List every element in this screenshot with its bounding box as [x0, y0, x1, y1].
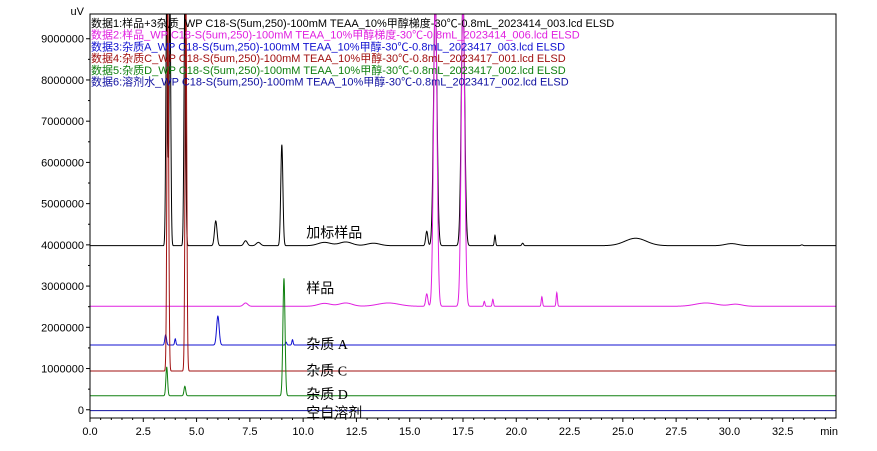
y-tick-label: 7000000: [41, 116, 84, 128]
legend-entry-4: 数据4:杂质C_WP C18-S(5um,250)-100mM TEAA_10%…: [91, 51, 566, 65]
series-line-5: [90, 278, 836, 397]
y-tick-label: 0: [78, 405, 84, 417]
y-tick-label: 3000000: [41, 281, 84, 293]
x-tick-label: 30.0: [719, 426, 740, 438]
y-tick-label: 4000000: [41, 240, 84, 252]
y-tick-label: 6000000: [41, 157, 84, 169]
x-tick-label: 0.0: [82, 426, 97, 438]
x-tick-label: 10.0: [292, 426, 313, 438]
x-tick-label: 20.0: [506, 426, 527, 438]
y-tick-label: 9000000: [41, 34, 84, 46]
legend-entry-5: 数据5:杂质D_WP C18-S(5um,250)-100mM TEAA_10%…: [91, 63, 566, 77]
x-tick-label: 12.5: [346, 426, 367, 438]
trace-label-3: 杂质 A: [306, 337, 348, 353]
x-tick-label: 17.5: [452, 426, 473, 438]
series-line-4: [90, 14, 836, 372]
trace-label-6: 空白溶剂: [306, 406, 362, 422]
legend-entry-1: 数据1:样品+3杂质_WP C18-S(5um,250)-100mM TEAA_…: [91, 16, 614, 30]
x-tick-label: 22.5: [559, 426, 580, 438]
x-unit-label: min: [820, 426, 838, 438]
legend-entry-6: 数据6:溶剂水_WP C18-S(5um,250)-100mM TEAA_10%…: [91, 75, 569, 89]
x-tick-label: 15.0: [399, 426, 420, 438]
x-tick-label: 5.0: [189, 426, 204, 438]
x-tick-label: 27.5: [665, 426, 686, 438]
series-line-3: [90, 315, 836, 346]
trace-label-2: 样品: [306, 281, 334, 297]
legend-entry-2: 数据2:样品_WP C18-S(5um,250)-100mM TEAA_10%甲…: [91, 28, 580, 42]
x-tick-label: 25.0: [612, 426, 633, 438]
x-tick-label: 2.5: [136, 426, 151, 438]
axes-layer: 0 1000000 2000000 3000000 4000000 5000000 6000…: [41, 6, 838, 438]
legend-layer: 数据1:样品+3杂质_WP C18-S(5um,250)-100mM TEAA_…: [91, 16, 614, 89]
series-line-1: [90, 14, 836, 247]
trace-label-1: 加标样品: [306, 225, 362, 241]
y-tick-label: 5000000: [41, 199, 84, 211]
y-unit-label: uV: [71, 6, 85, 18]
x-tick-label: 32.5: [772, 426, 793, 438]
y-tick-label: 8000000: [41, 75, 84, 87]
trace-label-5: 杂质 D: [306, 387, 348, 403]
series-line-2: [90, 14, 836, 307]
y-tick-label: 1000000: [41, 364, 84, 376]
trace-label-4: 杂质 C: [306, 364, 347, 380]
x-tick-label: 7.5: [242, 426, 257, 438]
legend-entry-3: 数据3:杂质A_WP C18-S(5um,250)-100mM TEAA_10%…: [91, 39, 565, 53]
y-tick-label: 2000000: [41, 322, 84, 334]
series-layer: [90, 14, 836, 412]
